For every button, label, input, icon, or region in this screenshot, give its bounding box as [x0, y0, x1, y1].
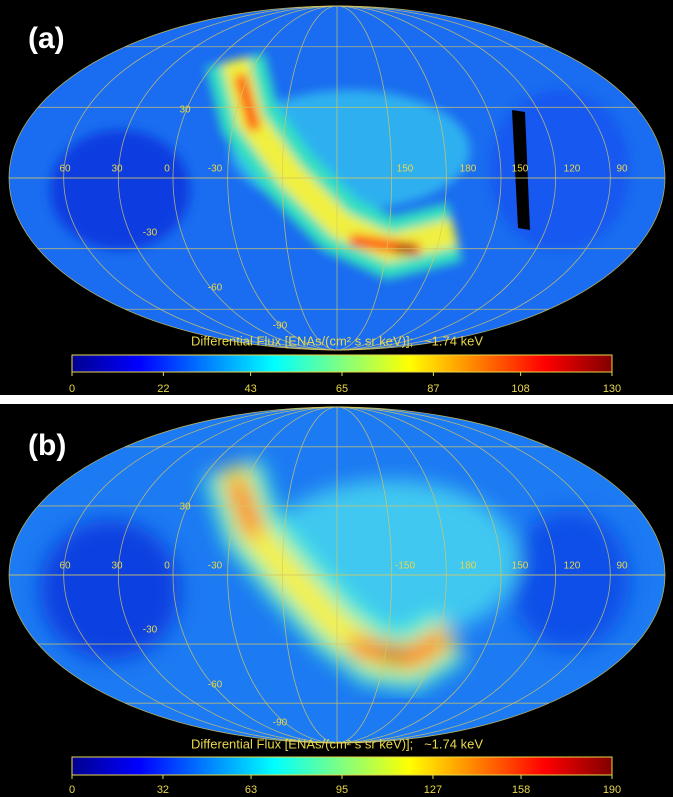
longitude-label: 150: [512, 164, 529, 175]
longitude-label: 120: [564, 164, 581, 175]
colorbar-label: Differential Flux [ENAs/(cm² s sr keV)];…: [191, 736, 483, 751]
longitude-label: 120: [564, 561, 581, 572]
figure: 60 30 0 -30 150 180 150 120 90 30 -30 -60 -90 (a) Diff…: [0, 0, 673, 797]
colorbar-tick-label: 108: [511, 383, 529, 395]
colorbar-label: Differential Flux [ENAs/(cm² s sr keV)];…: [191, 333, 483, 348]
longitude-label: 180: [460, 561, 477, 572]
colorbar-tick-label: 190: [603, 784, 621, 796]
longitude-label: -150: [395, 561, 415, 572]
colorbar-tick-label: 95: [336, 784, 348, 796]
colorbar-tick-label: 127: [424, 784, 442, 796]
longitude-label: 90: [616, 164, 628, 175]
panel-label: (b): [28, 429, 66, 462]
longitude-label: 30: [111, 164, 123, 175]
longitude-label: 0: [164, 561, 170, 572]
longitude-label: 150: [397, 164, 414, 175]
longitude-label: 150: [512, 561, 529, 572]
colorbar-tick-label: 87: [427, 383, 439, 395]
longitude-label: 90: [616, 561, 628, 572]
latitude-label: -30: [143, 625, 158, 636]
longitude-label: 60: [59, 164, 71, 175]
longitude-label: 60: [59, 561, 71, 572]
longitude-label: 30: [111, 561, 123, 572]
colorbar: [72, 355, 612, 372]
latitude-label: 30: [179, 105, 191, 116]
latitude-label: -90: [273, 718, 288, 729]
colorbar-tick-label: 32: [157, 784, 169, 796]
latitude-label: -60: [208, 680, 223, 691]
longitude-label: 0: [164, 164, 170, 175]
latitude-label: -60: [208, 283, 223, 294]
colorbar-tick-label: 43: [244, 383, 256, 395]
latitude-label: 30: [179, 502, 191, 513]
colorbar-tick-label: 158: [512, 784, 530, 796]
latitude-label: -30: [143, 228, 158, 239]
colorbar-tick-label: 0: [69, 383, 75, 395]
colorbar-tick-label: 63: [245, 784, 257, 796]
colorbar-tick-label: 0: [69, 784, 75, 796]
longitude-label: -30: [208, 164, 223, 175]
longitude-label: -30: [208, 561, 223, 572]
colorbar: [72, 757, 612, 775]
colorbar-tick-label: 65: [336, 383, 348, 395]
longitude-label: 180: [460, 164, 477, 175]
latitude-label: -90: [273, 321, 288, 332]
panel-label: (a): [28, 22, 65, 55]
colorbar-tick-label: 22: [157, 383, 169, 395]
colorbar-tick-label: 130: [603, 383, 621, 395]
